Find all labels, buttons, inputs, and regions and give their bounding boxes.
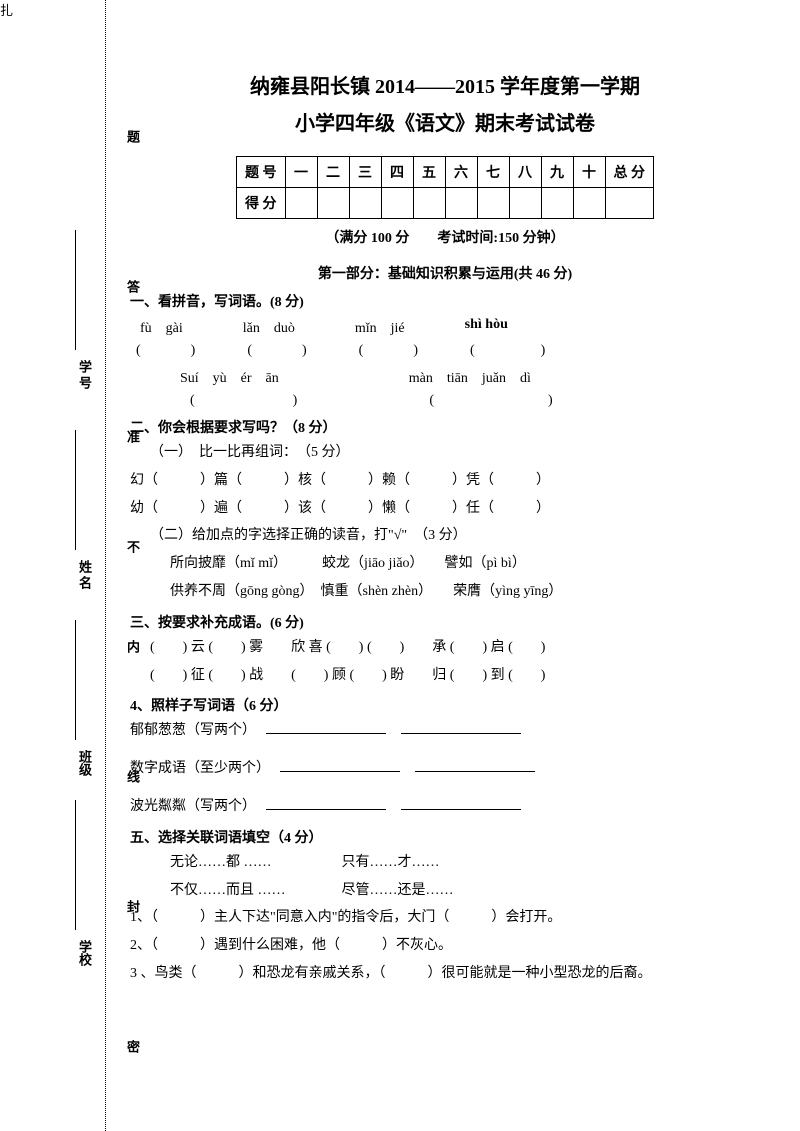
q3-row1: ( ) 云 ( ) 雾 欣 喜 ( ) ( ) 承 ( ) 启 ( ) <box>150 636 760 660</box>
table-cell[interactable] <box>413 188 445 219</box>
paren-blank[interactable]: ( ) <box>470 339 547 359</box>
q1-title: 一、看拼音，写词语。(8 分) <box>130 291 760 311</box>
label-school: 学校 <box>75 940 94 966</box>
table-col: 十 <box>573 157 605 188</box>
table-row: 得 分 <box>237 188 654 219</box>
pinyin-item: màn tiān juǎn dì <box>409 367 531 387</box>
main-content: 纳雍县阳长镇 2014——2015 学年度第一学期 小学四年级《语文》期末考试试… <box>130 70 760 990</box>
table-col: 一 <box>285 157 317 188</box>
table-cell[interactable] <box>381 188 413 219</box>
q3-row2: ( ) 征 ( ) 战 ( ) 顾 ( ) 盼 归 ( ) 到 ( ) <box>150 664 760 688</box>
q1-pinyin-row1: fù gài lǎn duò mǐn jié shì hòu <box>140 317 760 337</box>
q2-pair-row2: 幼（ ）遍（ ）该（ ）懒（ ）任（ ） <box>130 497 760 521</box>
pinyin-item: fù gài <box>140 317 183 337</box>
blank-line[interactable] <box>415 771 535 772</box>
pinyin-item: lǎn duò <box>243 317 295 337</box>
table-header-label: 题 号 <box>237 157 286 188</box>
q4-line2: 数字成语（至少两个） <box>130 757 760 781</box>
table-col: 八 <box>509 157 541 188</box>
blank-line[interactable] <box>266 733 386 734</box>
table-col: 三 <box>349 157 381 188</box>
blank-line[interactable] <box>401 733 521 734</box>
q4-title: 4、照样子写词语（6 分） <box>130 695 760 715</box>
table-cell[interactable] <box>477 188 509 219</box>
table-col: 五 <box>413 157 445 188</box>
underline-school <box>75 800 76 930</box>
q4-label1: 郁郁葱葱（写两个） <box>130 723 256 738</box>
table-cell[interactable] <box>317 188 349 219</box>
q3-title: 三、按要求补充成语。(6 分) <box>130 612 760 632</box>
binding-margin: 学校 班级 姓 名 学 号 密 封 线 内 不 准 答 题 <box>45 0 105 1131</box>
title-line-1: 纳雍县阳长镇 2014——2015 学年度第一学期 <box>130 70 760 99</box>
q5-s1: 1、（ ）主人下达"同意入内"的指令后，大门（ ）会打开。 <box>130 906 760 930</box>
q2-pair-row1: 幻（ ）篇（ ）核（ ）赖（ ）凭（ ） <box>130 469 760 493</box>
table-cell[interactable] <box>573 188 605 219</box>
q5-title: 五、选择关联词语填空（4 分） <box>130 827 760 847</box>
table-col: 九 <box>541 157 573 188</box>
underline-class <box>75 620 76 740</box>
q1-paren-row2: ( ) ( ) <box>190 389 760 409</box>
q5-s2: 2、（ ）遇到什么困难，他（ ）不灰心。 <box>130 934 760 958</box>
q2-sound-row2: 供养不周（gōng gòng） 慎重（shèn zhèn） 荣膺（yìng yī… <box>170 580 760 604</box>
seal-text-1: 密 <box>123 1040 142 1057</box>
part1-header: 第一部分：基础知识积累与运用(共 46 分) <box>130 263 760 283</box>
top-stub: 扎 <box>0 0 13 19</box>
q2-title: 二、你会根据要求写吗？（8 分） <box>130 417 760 437</box>
q1-pinyin-row2: Suí yù ér ān màn tiān juǎn dì <box>180 367 760 387</box>
q2-sound-row1: 所向披靡（mǐ mǐ） 蛟龙（jiāo jiǎo） 譬如（pì bì） <box>170 552 760 576</box>
q5-s3: 3 、鸟类（ ）和恐龙有亲戚关系，（ ）很可能就是一种小型恐龙的后裔。 <box>130 962 760 986</box>
meta-line: （满分 100 分 考试时间:150 分钟） <box>130 227 760 247</box>
pinyin-item: shì hòu <box>465 317 508 337</box>
table-cell[interactable] <box>541 188 573 219</box>
paren-blank[interactable]: ( ) <box>190 389 299 409</box>
blank-line[interactable] <box>266 809 386 810</box>
paren-blank[interactable]: ( ) <box>359 339 420 359</box>
paren-blank[interactable]: ( ) <box>136 339 197 359</box>
label-name: 姓 名 <box>75 560 94 589</box>
table-row: 题 号 一 二 三 四 五 六 七 八 九 十 总 分 <box>237 157 654 188</box>
underline-name <box>75 430 76 550</box>
score-table: 题 号 一 二 三 四 五 六 七 八 九 十 总 分 得 分 <box>236 156 654 219</box>
table-cell[interactable] <box>605 188 654 219</box>
label-class: 班级 <box>75 750 94 776</box>
table-col: 二 <box>317 157 349 188</box>
blank-line[interactable] <box>280 771 400 772</box>
seal-dotted-line <box>105 0 106 1131</box>
table-col: 六 <box>445 157 477 188</box>
q5-conj2: 不仅……而且 …… 尽管……还是…… <box>170 879 760 903</box>
pinyin-item: Suí yù ér ān <box>180 367 279 387</box>
blank-line[interactable] <box>401 809 521 810</box>
table-cell[interactable] <box>285 188 317 219</box>
table-header-label: 得 分 <box>237 188 286 219</box>
q2-sub1: （一） 比一比再组词： （5 分） <box>150 441 760 465</box>
underline-student-id <box>75 230 76 350</box>
paren-blank[interactable]: ( ) <box>247 339 308 359</box>
q1-paren-row1: ( ) ( ) ( ) ( ) <box>136 339 760 359</box>
q2-sub2: （二）给加点的字选择正确的读音，打"√" （3 分） <box>150 524 760 548</box>
table-col: 总 分 <box>605 157 654 188</box>
pinyin-item: mǐn jié <box>355 317 405 337</box>
q4-line3: 波光粼粼（写两个） <box>130 795 760 819</box>
table-col: 四 <box>381 157 413 188</box>
q4-line1: 郁郁葱葱（写两个） <box>130 719 760 743</box>
q5-conj1: 无论……都 …… 只有……才…… <box>170 851 760 875</box>
table-cell[interactable] <box>509 188 541 219</box>
table-col: 七 <box>477 157 509 188</box>
table-cell[interactable] <box>445 188 477 219</box>
label-student-id: 学 号 <box>75 360 94 389</box>
title-line-2: 小学四年级《语文》期末考试试卷 <box>130 107 760 136</box>
paren-blank[interactable]: ( ) <box>429 389 554 409</box>
table-cell[interactable] <box>349 188 381 219</box>
q4-label2: 数字成语（至少两个） <box>130 761 270 776</box>
q4-label3: 波光粼粼（写两个） <box>130 799 256 814</box>
